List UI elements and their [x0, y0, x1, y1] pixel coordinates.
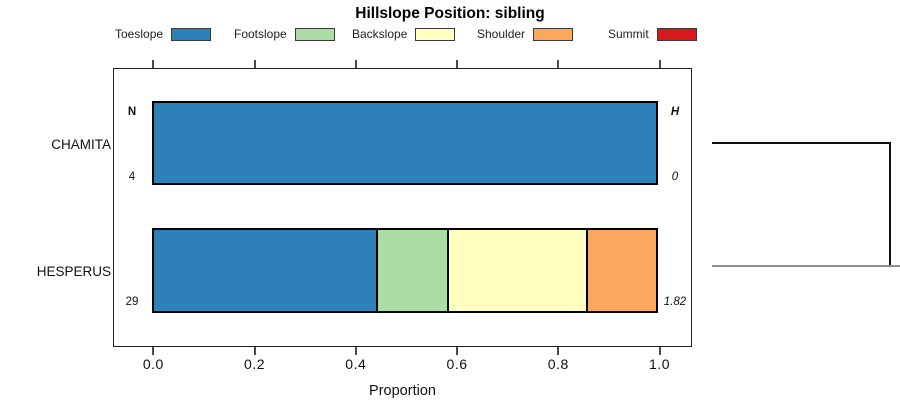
- x-axis-tick-bottom: [557, 347, 560, 355]
- x-axis-tick-label: 0.0: [142, 356, 164, 372]
- legend-swatch-toeslope: [171, 28, 212, 41]
- legend-item-shoulder: Shoulder: [477, 27, 574, 42]
- x-axis-tick-bottom: [354, 347, 357, 355]
- dendrogram-join: [889, 142, 891, 267]
- n-value-hesperus: 29: [125, 296, 139, 308]
- x-axis-tick-bottom: [152, 347, 155, 355]
- legend-label: Summit: [608, 27, 649, 41]
- legend-item-summit: Summit: [608, 27, 697, 42]
- x-axis-tick-top: [658, 60, 661, 68]
- x-axis-tick-label: 0.8: [547, 356, 569, 372]
- legend-label: Backslope: [352, 27, 408, 41]
- legend-item-footslope: Footslope: [234, 27, 335, 42]
- legend-item-backslope: Backslope: [352, 27, 456, 42]
- bar-segment-shoulder: [585, 230, 656, 311]
- x-axis-tick-top: [152, 60, 155, 68]
- legend-swatch-backslope: [415, 28, 456, 41]
- x-axis-tick-bottom: [456, 347, 459, 355]
- legend-swatch-footslope: [294, 28, 335, 41]
- x-axis-tick-top: [354, 60, 357, 68]
- bar-segment-footslope: [376, 230, 447, 311]
- legend-label: Footslope: [234, 27, 287, 41]
- legend-swatch-shoulder: [533, 28, 574, 41]
- h-column-header: H: [670, 106, 680, 118]
- n-column-header: N: [127, 106, 137, 118]
- x-axis-tick-top: [253, 60, 256, 68]
- chart-title: Hillslope Position: sibling: [355, 5, 545, 22]
- legend-swatch-summit: [656, 28, 697, 41]
- x-axis-tick-top: [456, 60, 459, 68]
- legend-label: Toeslope: [115, 27, 164, 41]
- bar-segment-toeslope: [154, 230, 377, 311]
- x-axis-tick-top: [557, 60, 560, 68]
- h-value-chamita: 0: [671, 171, 679, 183]
- x-axis-tick-bottom: [253, 347, 256, 355]
- bar-segment-toeslope: [154, 103, 656, 183]
- legend-label: Shoulder: [477, 27, 526, 41]
- bar-hesperus: [152, 228, 658, 313]
- bar-chamita: [152, 101, 658, 185]
- legend-item-toeslope: Toeslope: [115, 27, 212, 42]
- x-axis-tick-label: 0.4: [345, 356, 367, 372]
- h-value-hesperus: 1.82: [663, 296, 687, 308]
- x-axis-label: Proportion: [369, 383, 436, 399]
- row-label-chamita: CHAMITA: [51, 137, 111, 152]
- row-label-hesperus: HESPERUS: [36, 264, 111, 279]
- bar-segment-backslope: [446, 230, 586, 311]
- dendrogram-branch-bottom: [712, 265, 900, 267]
- x-axis-tick-label: 0.6: [446, 356, 468, 372]
- n-value-chamita: 4: [128, 171, 136, 183]
- x-axis-tick-label: 1.0: [649, 356, 670, 372]
- dendrogram-branch-top: [712, 142, 891, 144]
- x-axis-tick-bottom: [658, 347, 661, 355]
- x-axis-tick-label: 0.2: [244, 356, 266, 372]
